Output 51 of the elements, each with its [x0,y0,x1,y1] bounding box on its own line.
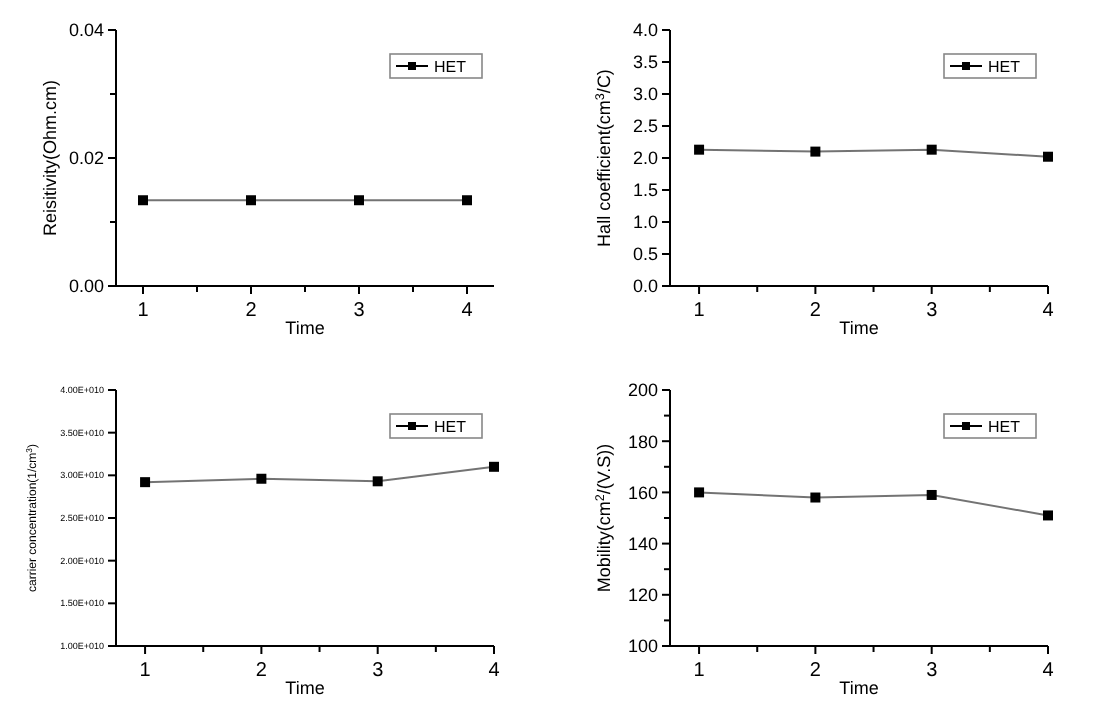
x-tick-label: 1 [693,300,706,322]
y-tick-label: 180 [627,431,658,452]
y-tick-label: 200 [627,380,658,401]
legend-label: HET [434,57,467,76]
y-tick-label: 2.0 [632,148,658,169]
point [489,461,499,472]
x-tick-label: 3 [926,300,939,322]
y-axis-title: Reisitivity(Ohm.cm) [40,80,60,236]
legend-label: HET [988,57,1021,76]
x-axis-title: Time [839,318,879,338]
x-tick-label: 4 [488,660,501,682]
legend-label: HET [988,417,1021,436]
y-tick-label: 1.5 [632,180,658,201]
y-tick-label: 120 [627,585,658,606]
y-tick-label: 140 [627,533,658,554]
y-tick-label: 1.0 [632,212,658,233]
y-tick-label: 3.0 [632,84,658,105]
x-tick-label: 4 [1042,300,1055,322]
x-tick-label: 3 [353,300,366,322]
x-tick-label: 1 [137,300,150,322]
x-tick-label: 1 [139,660,152,682]
point [1043,510,1053,521]
point [256,473,267,484]
x-tick-label: 3 [926,660,939,682]
point [694,487,705,498]
y-tick-label: 0.0 [632,276,658,297]
y-tick-label: 0.02 [68,148,104,169]
x-tick-label: 2 [255,660,268,682]
point [926,489,937,500]
y-tick-label: 0.00 [68,276,104,297]
x-tick-label: 4 [461,300,474,322]
point [140,477,151,488]
y-tick-label: 2.5 [632,116,658,137]
y-tick-label: 160 [627,482,658,503]
x-tick-label: 1 [693,660,706,682]
x-axis-title: Time [285,678,325,698]
legend-label: HET [434,417,467,436]
x-tick-label: 2 [245,300,258,322]
y-tick-label: 0.5 [632,244,658,265]
y-tick-label: 100 [627,636,658,657]
x-axis-title: Time [839,678,879,698]
point [372,476,383,487]
x-tick-label: 3 [372,660,385,682]
x-tick-label: 2 [809,660,822,682]
y-tick-label: 3.5 [632,52,658,73]
x-axis-title: Time [285,318,325,338]
y-tick-label: 4.0 [632,20,658,41]
y-tick-label: 0.04 [68,20,104,41]
x-tick-label: 4 [1042,660,1055,682]
x-tick-label: 2 [809,300,822,322]
point [810,492,821,503]
